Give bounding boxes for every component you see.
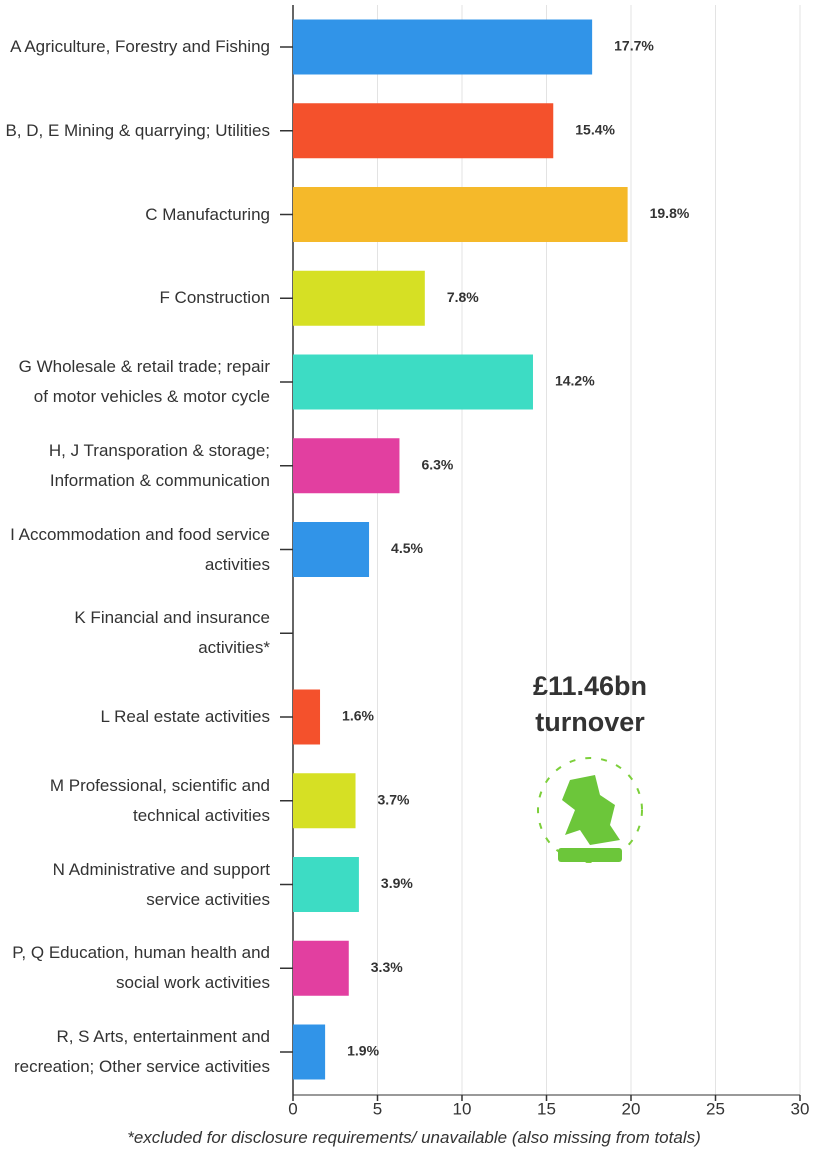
bar [293,19,593,75]
y-tick-label: L Real estate activities [100,707,270,726]
bar [293,522,370,577]
bar [293,773,356,829]
logo [537,757,643,863]
value-label: 17.7% [614,38,654,54]
value-label: 1.6% [342,708,374,724]
bar [293,187,628,242]
x-tick-label: 25 [706,1099,725,1118]
value-label: 15.4% [575,121,615,137]
y-tick-label: K Financial and insurance activities* [74,608,270,658]
x-tick-label: 5 [373,1099,382,1118]
y-tick-label: B, D, E Mining & quarrying; Utilities [5,120,270,140]
x-tick-label: 0 [288,1099,297,1118]
value-label: 14.2% [555,373,595,389]
value-label: 4.5% [391,540,423,556]
y-tick-label: R, S Arts, entertainment and recreation;… [13,1027,270,1076]
value-label: 1.9% [347,1043,379,1059]
y-tick-label: F Construction [159,288,270,308]
bar [293,270,425,326]
y-tick-label: I Accommodation and food service activit… [10,524,270,574]
y-tick-label: P, Q Education, human health and social … [12,943,270,993]
value-label: 3.7% [378,791,410,807]
value-label: 19.8% [650,205,690,221]
x-tick-label: 10 [453,1099,472,1118]
value-label: 3.9% [381,875,413,891]
value-label: 7.8% [447,289,479,305]
value-label: 6.3% [421,456,453,472]
bar [293,354,533,410]
bar [293,103,554,159]
footnote: *excluded for disclosure requirements/ u… [127,1128,701,1147]
bar [293,1024,326,1080]
x-tick-label: 30 [791,1099,810,1118]
y-tick-label: A Agriculture, Forestry and Fishing [10,37,270,56]
x-tick-label: 15 [537,1099,556,1118]
y-tick-label: H, J Transporation & storage; Informatio… [48,440,270,490]
bar [293,438,400,494]
bar [293,857,359,912]
x-tick-label: 20 [622,1099,641,1118]
bar [293,940,349,996]
y-tick-label: M Professional, scientific and technical… [49,775,270,825]
value-label: 3.3% [371,959,403,975]
y-tick-label: N Administrative and support service act… [52,859,270,909]
bar [293,689,321,745]
annotation: £11.46bn turnover [532,671,648,737]
y-tick-label: G Wholesale & retail trade; repair of mo… [18,357,270,406]
y-tick-label: C Manufacturing [145,204,270,224]
